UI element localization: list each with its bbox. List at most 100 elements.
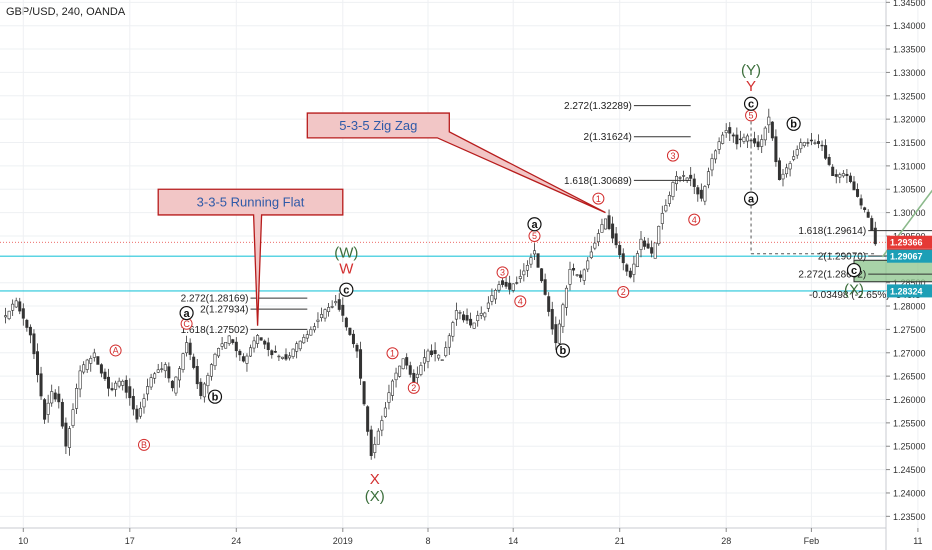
wave-label: a bbox=[184, 308, 191, 320]
candle-body bbox=[437, 354, 441, 359]
y-tick-label: 1.34000 bbox=[893, 21, 926, 31]
wave-label: b bbox=[790, 119, 797, 131]
candle-body bbox=[312, 326, 316, 331]
y-tick-label: 1.25000 bbox=[893, 442, 926, 452]
wave-label: (W) bbox=[334, 244, 358, 261]
candle-body bbox=[479, 312, 483, 316]
candle-body bbox=[50, 391, 54, 404]
wave-label: X bbox=[370, 471, 380, 488]
candle-body bbox=[738, 138, 742, 141]
candle-body bbox=[57, 393, 61, 403]
y-tick-label: 1.33000 bbox=[893, 68, 926, 78]
candle-body bbox=[550, 309, 554, 330]
candle-body bbox=[7, 310, 11, 320]
candle-body bbox=[568, 269, 572, 285]
candle-body bbox=[735, 134, 739, 145]
fib-label: 1.618(1.29614) bbox=[798, 226, 866, 237]
y-tick-label: 1.28000 bbox=[893, 302, 926, 312]
candle-body bbox=[763, 127, 767, 141]
candle-body bbox=[380, 420, 384, 431]
candle-body bbox=[284, 354, 288, 360]
candle-body bbox=[678, 177, 682, 179]
candle-body bbox=[71, 409, 75, 426]
candle-body bbox=[401, 358, 405, 370]
candle-body bbox=[256, 335, 260, 344]
wave-label-circle bbox=[846, 262, 862, 278]
y-tick-label: 1.31500 bbox=[893, 138, 926, 148]
candle-body bbox=[327, 307, 331, 312]
wave-label: a bbox=[531, 219, 538, 231]
candle-body bbox=[657, 225, 661, 245]
candle-body bbox=[483, 312, 487, 318]
candle-body bbox=[635, 253, 639, 268]
candle-body bbox=[348, 327, 352, 335]
wave-label-circle bbox=[786, 116, 801, 131]
y-tick-label: 1.23500 bbox=[893, 512, 926, 522]
candle-body bbox=[415, 373, 419, 379]
level-tag-text: 1.29067 bbox=[890, 252, 923, 262]
wave-label: 2 bbox=[411, 383, 416, 393]
candle-body bbox=[522, 270, 526, 276]
candle-body bbox=[834, 174, 838, 177]
candle-body bbox=[742, 136, 746, 142]
candle-body bbox=[781, 173, 785, 180]
y-tick-label: 1.26000 bbox=[893, 395, 926, 405]
candle-body bbox=[458, 312, 462, 314]
candle-body bbox=[75, 388, 79, 409]
level-tag bbox=[887, 249, 932, 263]
x-tick-label: 17 bbox=[125, 536, 135, 546]
fib-label: 2(1.29070) bbox=[818, 252, 866, 263]
candle-body bbox=[586, 260, 590, 270]
fib-label: 2(1.31624) bbox=[584, 132, 632, 143]
candle-body bbox=[131, 396, 135, 410]
y-tick-label: 1.30000 bbox=[893, 208, 926, 218]
candle-body bbox=[160, 368, 164, 370]
candle-body bbox=[831, 166, 835, 177]
wave-label-circle bbox=[339, 282, 354, 297]
candle-body bbox=[21, 308, 25, 319]
candle-body bbox=[316, 319, 320, 322]
candle-body bbox=[575, 274, 579, 276]
candle-body bbox=[355, 344, 359, 352]
candle-body bbox=[376, 430, 380, 445]
candle-body bbox=[515, 282, 519, 284]
fib-label: 2.272(1.28682) bbox=[798, 270, 866, 281]
wave-label-circle bbox=[666, 149, 679, 162]
candle-body bbox=[856, 188, 860, 197]
candle-body bbox=[319, 314, 323, 319]
candle-body bbox=[383, 407, 387, 417]
candle-body bbox=[362, 381, 366, 405]
candle-body bbox=[547, 296, 551, 312]
wave-label: b bbox=[212, 392, 219, 404]
wave-label-circle bbox=[688, 213, 701, 226]
projection-arrow bbox=[881, 189, 932, 258]
wave-label: 1 bbox=[390, 348, 395, 358]
candle-body bbox=[309, 329, 313, 336]
level-tag-text: 1.28324 bbox=[890, 286, 923, 296]
wave-label: 5 bbox=[749, 111, 754, 121]
candle-body bbox=[873, 227, 877, 245]
candle-body bbox=[710, 158, 714, 171]
candle-body bbox=[220, 343, 224, 347]
candle-body bbox=[621, 253, 625, 264]
candle-body bbox=[770, 121, 774, 139]
wave-label-circle bbox=[514, 295, 527, 308]
candle-body bbox=[777, 160, 781, 181]
candle-body bbox=[39, 373, 43, 397]
candle-body bbox=[107, 376, 111, 389]
candle-body bbox=[206, 375, 210, 387]
candle-body bbox=[18, 301, 22, 312]
symbol-title: GBP/USD, 240, OANDA bbox=[6, 6, 126, 18]
candle-body bbox=[532, 250, 536, 255]
candle-body bbox=[334, 301, 338, 304]
current-price-tag-text: 1.29366 bbox=[890, 238, 923, 248]
candle-body bbox=[35, 351, 39, 376]
grid bbox=[0, 0, 919, 528]
y-tick-label: 1.27500 bbox=[893, 325, 926, 335]
candle-body bbox=[699, 189, 703, 199]
candle-body bbox=[767, 116, 771, 126]
candle-body bbox=[288, 355, 292, 359]
y-tick-label: 1.33500 bbox=[893, 45, 926, 55]
wave-label: 3 bbox=[500, 268, 505, 278]
